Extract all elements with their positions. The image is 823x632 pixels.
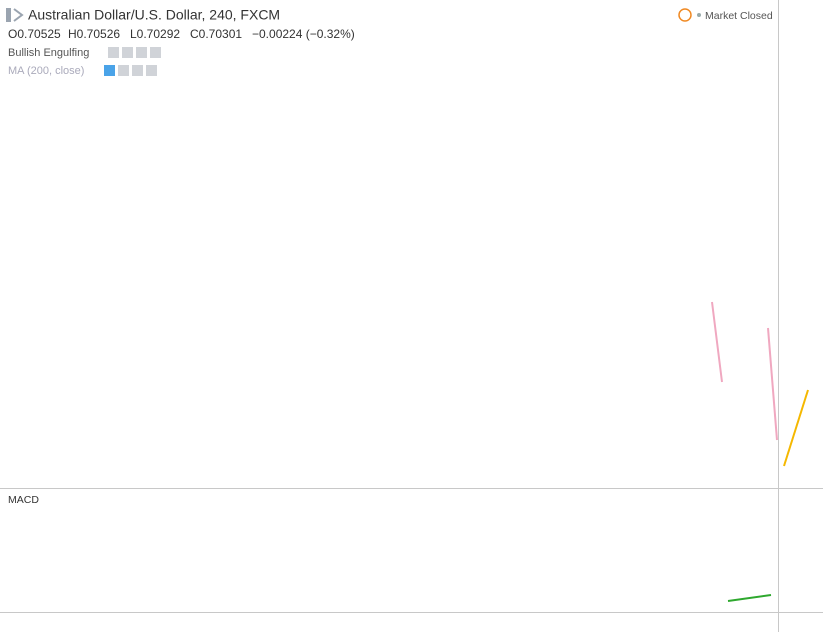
- header: Australian Dollar/U.S. Dollar, 240, FXCM…: [6, 7, 773, 506]
- macd-label: MACD: [8, 494, 39, 506]
- chart-title: Australian Dollar/U.S. Dollar, 240, FXCM: [28, 7, 280, 23]
- drawn-line: [767, 327, 778, 441]
- ohlc-low: L0.70292: [130, 27, 180, 41]
- collapse-icon[interactable]: [13, 8, 24, 22]
- indicator-button[interactable]: [104, 65, 115, 76]
- ohlc-open: O0.70525: [8, 27, 61, 41]
- status-icon: [678, 8, 692, 22]
- drawn-line: [711, 301, 723, 383]
- drawn-line: [727, 594, 772, 602]
- market-status: Market Closed: [705, 10, 773, 22]
- ohlc-high: H0.70526: [68, 27, 120, 41]
- indicator-button[interactable]: [118, 65, 129, 76]
- drawn-line: [783, 389, 809, 467]
- indicator-label[interactable]: MA (200, close): [8, 65, 84, 77]
- indicator-label[interactable]: Bullish Engulfing: [8, 47, 89, 59]
- indicator-button[interactable]: [146, 65, 157, 76]
- indicator-button[interactable]: [108, 47, 119, 58]
- status-dot: [697, 13, 701, 17]
- indicator-button[interactable]: [150, 47, 161, 58]
- flag-icon: [6, 8, 11, 22]
- ohlc-close: C0.70301: [190, 27, 242, 41]
- indicator-button[interactable]: [122, 47, 133, 58]
- indicator-button[interactable]: [136, 47, 147, 58]
- indicator-button[interactable]: [132, 65, 143, 76]
- change: −0.00224 (−0.32%): [252, 27, 355, 41]
- drawings: [711, 301, 809, 602]
